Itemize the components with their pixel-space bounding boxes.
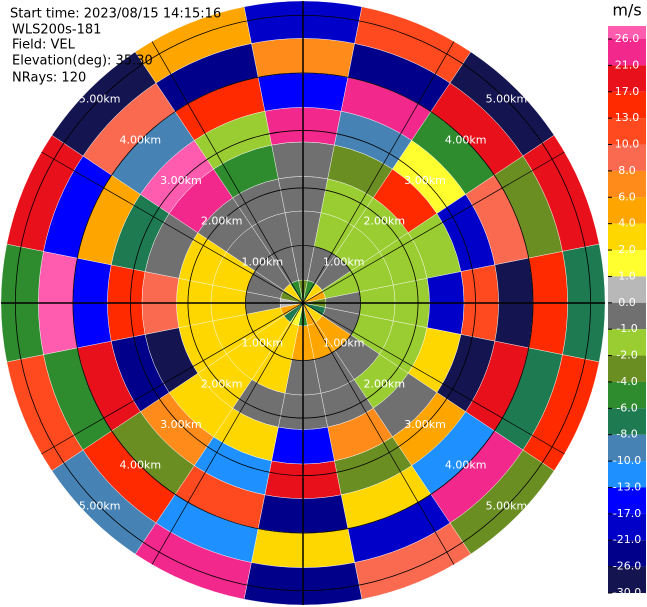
range-label: 3.00km xyxy=(404,174,446,187)
azimuth-line xyxy=(151,41,304,304)
range-label: 5.00km xyxy=(79,499,121,512)
colorbar-band xyxy=(608,355,646,382)
colorbar-label: 13.0 xyxy=(615,111,640,124)
colorbar-band xyxy=(608,513,646,541)
colorbar-band xyxy=(608,118,646,145)
range-ring xyxy=(187,187,419,419)
range-label: 1.00km xyxy=(242,255,284,268)
colorbar-band xyxy=(608,26,646,39)
colorbar-band xyxy=(608,408,646,435)
colorbar-band xyxy=(608,276,646,303)
colorbar-band xyxy=(608,302,646,330)
range-ring xyxy=(130,130,476,476)
range-label: 1.00km xyxy=(242,337,284,350)
range-label: 5.00km xyxy=(486,93,528,106)
colorbar: 26.0 21.0 17.0 13.0 10.0 8.0 6.0 4.0 2.0 1.0 0.0 -1… xyxy=(608,26,646,599)
range-ring xyxy=(245,245,361,361)
azimuth-line xyxy=(41,302,304,455)
colorbar-label: -30.0 xyxy=(613,586,641,599)
colorbar-band xyxy=(608,65,646,92)
colorbar-label: 17.0 xyxy=(615,85,640,98)
colorbar-unit: m/s xyxy=(612,1,641,20)
range-label: 2.00km xyxy=(364,377,406,390)
azimuth-line xyxy=(302,151,565,304)
range-label: 4.00km xyxy=(445,133,487,146)
colorbar-label: 0.0 xyxy=(618,296,636,309)
colorbar-band xyxy=(608,91,646,119)
colorbar-label: -6.0 xyxy=(616,401,637,414)
header-line: Start time: 2023/08/15 14:15:16 xyxy=(10,7,221,22)
colorbar-label: -4.0 xyxy=(616,375,637,388)
range-label: 4.00km xyxy=(445,459,487,472)
colorbar-band xyxy=(608,39,646,66)
colorbar-label: 2.0 xyxy=(618,243,636,256)
colorbar-label: 26.0 xyxy=(615,32,640,45)
colorbar-label: -17.0 xyxy=(613,507,641,520)
colorbar-band xyxy=(608,434,646,462)
colorbar-label: 21.0 xyxy=(615,58,640,71)
azimuth-line xyxy=(151,302,304,565)
colorbar-band xyxy=(608,461,646,488)
grid: 1.00km 1.00km 1.00km 1.00km 2.00km 2.00km 2.00… xyxy=(1,1,605,605)
colorbar-label: -2.0 xyxy=(616,349,637,362)
colorbar-label: -8.0 xyxy=(616,428,637,441)
colorbar-band xyxy=(608,540,646,567)
range-label: 5.00km xyxy=(79,93,121,106)
velocity-cell xyxy=(134,6,252,84)
colorbar-band xyxy=(608,144,646,171)
colorbar-band xyxy=(608,250,646,277)
colorbar-label: 4.0 xyxy=(618,217,636,230)
colorbar-band xyxy=(608,329,646,356)
colorbar-band xyxy=(608,170,646,198)
colorbar-label: -13.0 xyxy=(613,480,641,493)
colorbar-label: 10.0 xyxy=(615,138,640,151)
colorbar-label: -10.0 xyxy=(613,454,641,467)
header-line: Elevation(deg): 35.30 xyxy=(12,54,153,69)
azimuth-line xyxy=(41,151,304,304)
colorbar-label: 1.0 xyxy=(618,269,636,282)
azimuth-line xyxy=(302,41,455,304)
azimuth-line xyxy=(302,302,565,455)
colorbar-label: -26.0 xyxy=(613,560,641,573)
range-ring xyxy=(72,72,534,534)
header-line: WLS200s-181 xyxy=(12,23,101,38)
range-label: 3.00km xyxy=(160,418,202,431)
range-label: 4.00km xyxy=(120,133,162,146)
range-label: 3.00km xyxy=(404,418,446,431)
range-label: 5.00km xyxy=(486,499,528,512)
azimuth-line xyxy=(302,302,455,565)
colorbar-label: 6.0 xyxy=(618,190,636,203)
range-label: 2.00km xyxy=(364,215,406,228)
colorbar-label: -1.0 xyxy=(616,322,637,335)
header-line: Field: VEL xyxy=(12,38,76,53)
range-label: 2.00km xyxy=(201,377,243,390)
range-label: 3.00km xyxy=(160,174,202,187)
colorbar-band xyxy=(608,381,646,409)
colorbar-band xyxy=(608,197,646,224)
colorbar-label: 8.0 xyxy=(618,164,636,177)
header-line: NRays: 120 xyxy=(12,71,86,86)
range-ring xyxy=(14,14,592,592)
range-label: 1.00km xyxy=(323,255,365,268)
colorbar-band xyxy=(608,566,646,593)
range-label: 1.00km xyxy=(323,337,365,350)
colorbar-band xyxy=(608,487,646,514)
colorbar-label: -21.0 xyxy=(613,533,641,546)
range-label: 2.00km xyxy=(201,215,243,228)
range-label: 4.00km xyxy=(120,459,162,472)
colorbar-band xyxy=(608,223,646,251)
